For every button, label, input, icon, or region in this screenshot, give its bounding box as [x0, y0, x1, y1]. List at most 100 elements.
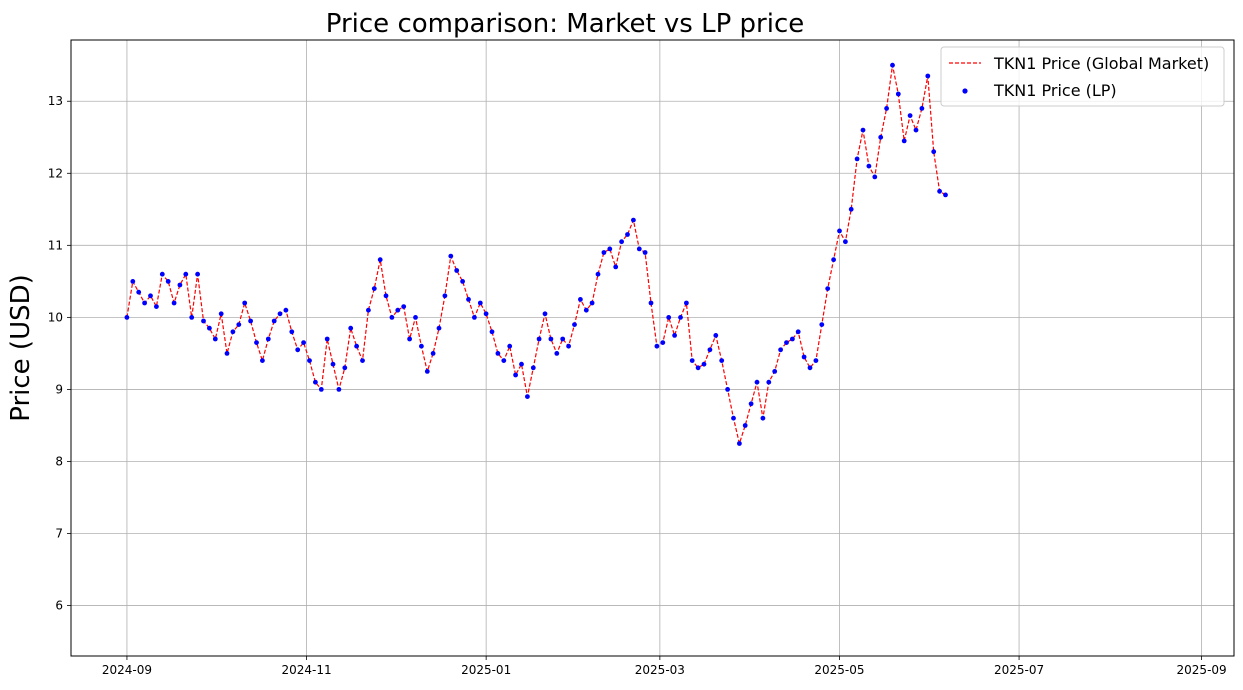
lp-price-point	[307, 358, 312, 363]
lp-price-point	[625, 232, 630, 237]
y-tick-label: 12	[48, 166, 63, 180]
lp-price-point	[613, 264, 619, 270]
lp-price-point	[260, 358, 265, 363]
lp-price-point	[678, 315, 683, 320]
lp-price-point	[236, 322, 242, 327]
lp-price-point	[636, 246, 642, 252]
lp-price-point	[843, 239, 848, 245]
lp-price-point	[654, 343, 660, 349]
lp-price-point	[283, 307, 289, 313]
y-tick-label: 11	[48, 238, 63, 252]
lp-price-point	[589, 300, 595, 306]
lp-price-point	[289, 329, 295, 335]
lp-price-point	[360, 358, 365, 363]
lp-price-point	[424, 369, 430, 374]
lp-price-point	[201, 318, 206, 324]
chart-title: Price comparison: Market vs LP price	[326, 9, 805, 39]
lp-price-point	[472, 315, 477, 320]
lp-price-point	[495, 351, 501, 356]
lp-price-point	[212, 336, 218, 342]
lp-price-point	[790, 336, 795, 342]
lp-price-point	[737, 441, 742, 446]
lp-price-point	[295, 347, 301, 353]
lp-price-point	[265, 336, 271, 342]
lp-price-point	[530, 365, 536, 371]
lp-price-point	[419, 343, 424, 349]
lp-price-point	[578, 297, 583, 302]
lp-price-point	[925, 73, 931, 79]
lp-price-point	[395, 307, 401, 313]
lp-price-point	[813, 358, 819, 363]
lp-price-point	[501, 358, 507, 363]
x-tick-label: 2025-09	[1177, 663, 1227, 677]
lp-price-point	[189, 315, 195, 320]
lp-price-point	[854, 156, 860, 162]
lp-price-point	[354, 343, 359, 349]
lp-price-point	[689, 358, 695, 363]
lp-price-point	[742, 423, 748, 428]
lp-price-point	[183, 271, 189, 277]
lp-price-point	[195, 271, 201, 277]
x-tick-label: 2024-09	[102, 663, 152, 677]
lp-price-point	[207, 325, 212, 331]
lp-price-point	[366, 307, 371, 313]
lp-price-point	[165, 279, 171, 284]
x-tick-label: 2025-03	[635, 663, 685, 677]
lp-price-point	[725, 387, 730, 392]
lp-price-point	[554, 351, 560, 356]
lp-price-point	[277, 311, 283, 317]
lp-price-point	[660, 340, 666, 345]
y-axis-label: Price (USD)	[6, 274, 36, 422]
lp-price-point	[248, 318, 254, 324]
lp-price-point	[895, 91, 901, 97]
lp-price-point	[583, 307, 589, 313]
lp-price-point	[148, 293, 153, 299]
lp-price-point	[448, 253, 454, 259]
lp-price-point	[707, 347, 713, 353]
lp-price-point	[572, 322, 577, 327]
lp-price-point	[436, 325, 442, 331]
lp-price-point	[377, 257, 383, 263]
lp-price-point	[154, 304, 159, 309]
lp-price-point	[483, 311, 489, 317]
grid-lines	[71, 40, 1234, 656]
lp-price-point	[318, 387, 324, 392]
lp-price-point	[760, 415, 766, 421]
lp-price-point	[937, 188, 942, 194]
lp-price-point	[878, 134, 884, 140]
lp-price-point	[130, 279, 136, 284]
lp-price-point	[825, 286, 831, 291]
lp-price-point	[460, 279, 465, 284]
legend-market-label: TKN1 Price (Global Market)	[993, 54, 1209, 73]
lp-price-point	[413, 315, 418, 320]
lp-price-point	[672, 333, 677, 338]
lp-price-point	[713, 333, 719, 338]
y-tick-label: 9	[55, 382, 63, 396]
lp-price-point	[913, 127, 919, 133]
lp-price-point	[819, 322, 825, 327]
lp-price-point	[177, 282, 183, 288]
lp-price-point	[159, 271, 165, 277]
lp-price-point	[901, 138, 907, 144]
legend-lp-label: TKN1 Price (LP)	[993, 81, 1117, 100]
lp-price-point	[872, 174, 878, 180]
lp-price-point	[124, 315, 130, 320]
y-tick-label: 10	[48, 310, 63, 324]
lp-price-point	[795, 329, 801, 335]
lp-price-point	[542, 311, 548, 317]
x-tick-label: 2025-05	[814, 663, 864, 677]
lp-price-point	[254, 340, 259, 345]
lp-price-point	[466, 297, 471, 302]
lp-price-point	[866, 163, 872, 169]
lp-price-point	[601, 250, 607, 255]
lp-price-point	[831, 257, 836, 263]
axis-ticks: 2024-09 2024-11 2025-01 2025-03 2025-05 2025-…	[48, 94, 1227, 677]
lp-price-point	[330, 361, 336, 367]
legend: TKN1 Price (Global Market) TKN1 Price (L…	[940, 46, 1225, 107]
lp-price-point	[342, 365, 348, 371]
lp-price-point	[142, 300, 148, 306]
lp-price-point	[230, 329, 236, 335]
lp-price-point	[171, 300, 177, 306]
lp-price-point	[684, 300, 689, 306]
